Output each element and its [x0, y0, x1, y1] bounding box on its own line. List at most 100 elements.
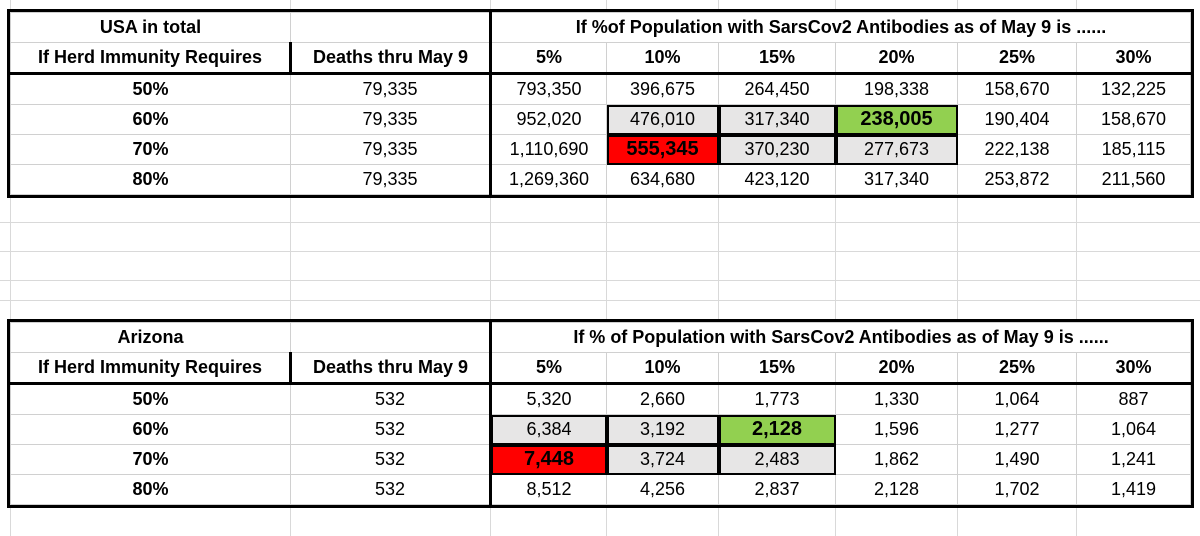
usa-col-deaths-header[interactable]: Deaths thru May 9: [290, 42, 492, 75]
deaths-cell[interactable]: 532: [290, 414, 492, 445]
arizona-pct-header[interactable]: 15%: [718, 352, 836, 385]
value-cell[interactable]: 1,702: [957, 474, 1077, 505]
threshold-cell[interactable]: 50%: [10, 73, 291, 105]
usa-header-row: If Herd Immunity Requires Deaths thru Ma…: [10, 42, 1192, 75]
usa-table: USA in total If %of Population with Sars…: [6, 9, 1195, 198]
arizona-pct-header[interactable]: 25%: [957, 352, 1077, 385]
value-cell-green[interactable]: 2,128: [718, 414, 836, 445]
usa-pct-header[interactable]: 10%: [606, 42, 719, 75]
usa-pct-header[interactable]: 15%: [718, 42, 836, 75]
threshold-cell[interactable]: 70%: [10, 134, 291, 165]
value-cell[interactable]: 1,596: [835, 414, 958, 445]
value-cell[interactable]: 222,138: [957, 134, 1077, 165]
table-row: 60% 79,335 952,020 476,010 317,340 238,0…: [10, 104, 1192, 135]
value-cell-highlighted[interactable]: 370,230: [718, 134, 836, 165]
value-cell[interactable]: 1,277: [957, 414, 1077, 445]
value-cell[interactable]: 2,837: [718, 474, 836, 505]
arizona-table: Arizona If % of Population with SarsCov2…: [6, 319, 1195, 508]
usa-scenario-title[interactable]: If %of Population with SarsCov2 Antibodi…: [489, 12, 1192, 43]
threshold-cell[interactable]: 60%: [10, 104, 291, 135]
deaths-cell[interactable]: 79,335: [290, 164, 492, 195]
value-cell[interactable]: 887: [1075, 383, 1192, 415]
table-row: 70% 79,335 1,110,690 555,345 370,230 277…: [10, 134, 1192, 165]
value-cell[interactable]: 793,350: [490, 73, 607, 105]
value-cell-green[interactable]: 238,005: [835, 104, 958, 135]
value-cell[interactable]: 1,862: [835, 444, 958, 475]
value-cell[interactable]: 158,670: [957, 73, 1077, 105]
usa-title-row: USA in total If %of Population with Sars…: [10, 12, 1192, 43]
value-cell[interactable]: 952,020: [490, 104, 607, 135]
arizona-pct-header[interactable]: 10%: [606, 352, 719, 385]
table-row: 80% 79,335 1,269,360 634,680 423,120 317…: [10, 164, 1192, 195]
value-cell[interactable]: 264,450: [718, 73, 836, 105]
value-cell[interactable]: 198,338: [835, 73, 958, 105]
usa-empty-cell[interactable]: [290, 12, 492, 43]
arizona-col-threshold-header[interactable]: If Herd Immunity Requires: [10, 352, 292, 385]
value-cell-highlighted[interactable]: 277,673: [835, 134, 958, 165]
value-cell[interactable]: 1,241: [1075, 444, 1192, 475]
value-cell-highlighted[interactable]: 3,724: [606, 444, 719, 475]
value-cell[interactable]: 8,512: [490, 474, 607, 505]
value-cell[interactable]: 396,675: [606, 73, 719, 105]
value-cell[interactable]: 1,064: [1075, 414, 1192, 445]
deaths-cell[interactable]: 532: [290, 383, 492, 415]
deaths-cell[interactable]: 532: [290, 444, 492, 475]
value-cell-red[interactable]: 555,345: [606, 134, 719, 165]
value-cell[interactable]: 253,872: [957, 164, 1077, 195]
value-cell[interactable]: 185,115: [1075, 134, 1192, 165]
arizona-pct-header[interactable]: 20%: [835, 352, 958, 385]
usa-col-threshold-header[interactable]: If Herd Immunity Requires: [10, 42, 292, 75]
value-cell[interactable]: 634,680: [606, 164, 719, 195]
table-row: 50% 79,335 793,350 396,675 264,450 198,3…: [10, 73, 1192, 105]
usa-pct-header[interactable]: 30%: [1075, 42, 1192, 75]
arizona-col-deaths-header[interactable]: Deaths thru May 9: [290, 352, 492, 385]
table-row: 70% 532 7,448 3,724 2,483 1,862 1,490 1,…: [10, 444, 1192, 475]
threshold-cell[interactable]: 80%: [10, 474, 291, 505]
table-row: 60% 532 6,384 3,192 2,128 1,596 1,277 1,…: [10, 414, 1192, 445]
value-cell[interactable]: 1,064: [957, 383, 1077, 415]
usa-pct-header[interactable]: 20%: [835, 42, 958, 75]
arizona-header-row: If Herd Immunity Requires Deaths thru Ma…: [10, 352, 1192, 385]
usa-region-label[interactable]: USA in total: [10, 12, 291, 43]
usa-pct-header[interactable]: 25%: [957, 42, 1077, 75]
value-cell[interactable]: 1,269,360: [490, 164, 607, 195]
value-cell[interactable]: 211,560: [1075, 164, 1192, 195]
table-row: 80% 532 8,512 4,256 2,837 2,128 1,702 1,…: [10, 474, 1192, 505]
arizona-pct-header[interactable]: 30%: [1075, 352, 1192, 385]
deaths-cell[interactable]: 532: [290, 474, 492, 505]
threshold-cell[interactable]: 80%: [10, 164, 291, 195]
value-cell[interactable]: 5,320: [490, 383, 607, 415]
deaths-cell[interactable]: 79,335: [290, 104, 492, 135]
value-cell[interactable]: 1,773: [718, 383, 836, 415]
threshold-cell[interactable]: 50%: [10, 383, 291, 415]
value-cell[interactable]: 2,128: [835, 474, 958, 505]
value-cell[interactable]: 132,225: [1075, 73, 1192, 105]
value-cell[interactable]: 4,256: [606, 474, 719, 505]
value-cell[interactable]: 423,120: [718, 164, 836, 195]
deaths-cell[interactable]: 79,335: [290, 134, 492, 165]
arizona-title-row: Arizona If % of Population with SarsCov2…: [10, 322, 1192, 353]
value-cell[interactable]: 317,340: [835, 164, 958, 195]
value-cell-highlighted[interactable]: 317,340: [718, 104, 836, 135]
value-cell[interactable]: 1,490: [957, 444, 1077, 475]
value-cell[interactable]: 190,404: [957, 104, 1077, 135]
value-cell-highlighted[interactable]: 476,010: [606, 104, 719, 135]
value-cell[interactable]: 2,660: [606, 383, 719, 415]
value-cell[interactable]: 1,419: [1075, 474, 1192, 505]
arizona-scenario-title[interactable]: If % of Population with SarsCov2 Antibod…: [489, 322, 1192, 353]
value-cell-highlighted[interactable]: 3,192: [606, 414, 719, 445]
arizona-empty-cell[interactable]: [290, 322, 492, 353]
value-cell-highlighted[interactable]: 2,483: [718, 444, 836, 475]
deaths-cell[interactable]: 79,335: [290, 73, 492, 105]
threshold-cell[interactable]: 70%: [10, 444, 291, 475]
threshold-cell[interactable]: 60%: [10, 414, 291, 445]
table-row: 50% 532 5,320 2,660 1,773 1,330 1,064 88…: [10, 383, 1192, 415]
arizona-pct-header[interactable]: 5%: [490, 352, 607, 385]
usa-pct-header[interactable]: 5%: [490, 42, 607, 75]
value-cell-red[interactable]: 7,448: [490, 444, 607, 475]
arizona-region-label[interactable]: Arizona: [10, 322, 291, 353]
value-cell-highlighted[interactable]: 6,384: [490, 414, 607, 445]
value-cell[interactable]: 1,330: [835, 383, 958, 415]
value-cell[interactable]: 1,110,690: [490, 134, 607, 165]
value-cell[interactable]: 158,670: [1075, 104, 1192, 135]
